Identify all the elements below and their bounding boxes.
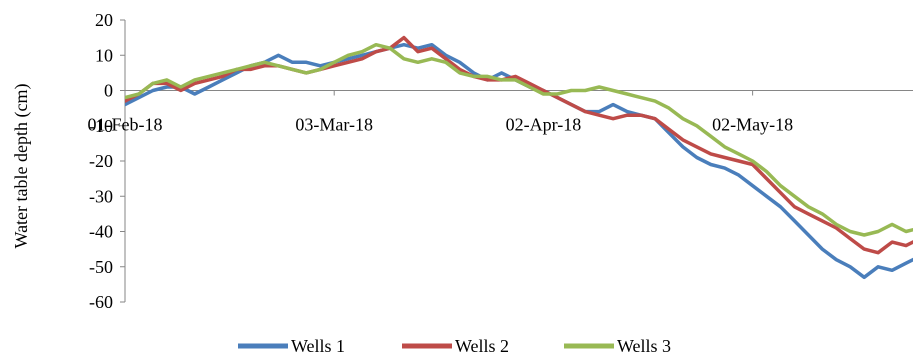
x-axis: 01-Feb-18 03-Mar-18 02-Apr-18 02-May-18 — [88, 90, 913, 135]
y-tick-label: -40 — [89, 222, 113, 242]
x-tick-label: 02-May-18 — [712, 115, 793, 135]
y-tick-label: 10 — [95, 45, 113, 65]
y-tick-label: -20 — [89, 151, 113, 171]
series-lines — [125, 35, 913, 280]
x-tick-label: 01-Feb-18 — [88, 115, 163, 135]
legend-label-wells-2: Wells 2 — [455, 336, 509, 356]
legend-label-wells-1: Wells 1 — [291, 336, 345, 356]
y-tick-label: 0 — [104, 81, 113, 101]
x-tick-label: 03-Mar-18 — [295, 115, 373, 135]
series-line-wells-3 — [125, 42, 913, 237]
y-tick-label: -60 — [89, 292, 113, 312]
y-tick-label: 20 — [95, 10, 113, 30]
y-axis-title: Water table depth (cm) — [11, 84, 32, 249]
legend-label-wells-3: Wells 3 — [617, 336, 671, 356]
y-tick-label: -50 — [89, 257, 113, 277]
y-tick-label: -10 — [89, 116, 113, 136]
x-tick-label: 02-Apr-18 — [506, 115, 582, 135]
y-axis: 20 10 0 -10 -20 -30 -40 -50 -60 — [89, 10, 126, 312]
legend: Wells 1 Wells 2 Wells 3 — [238, 336, 671, 356]
y-tick-label: -30 — [89, 186, 113, 206]
